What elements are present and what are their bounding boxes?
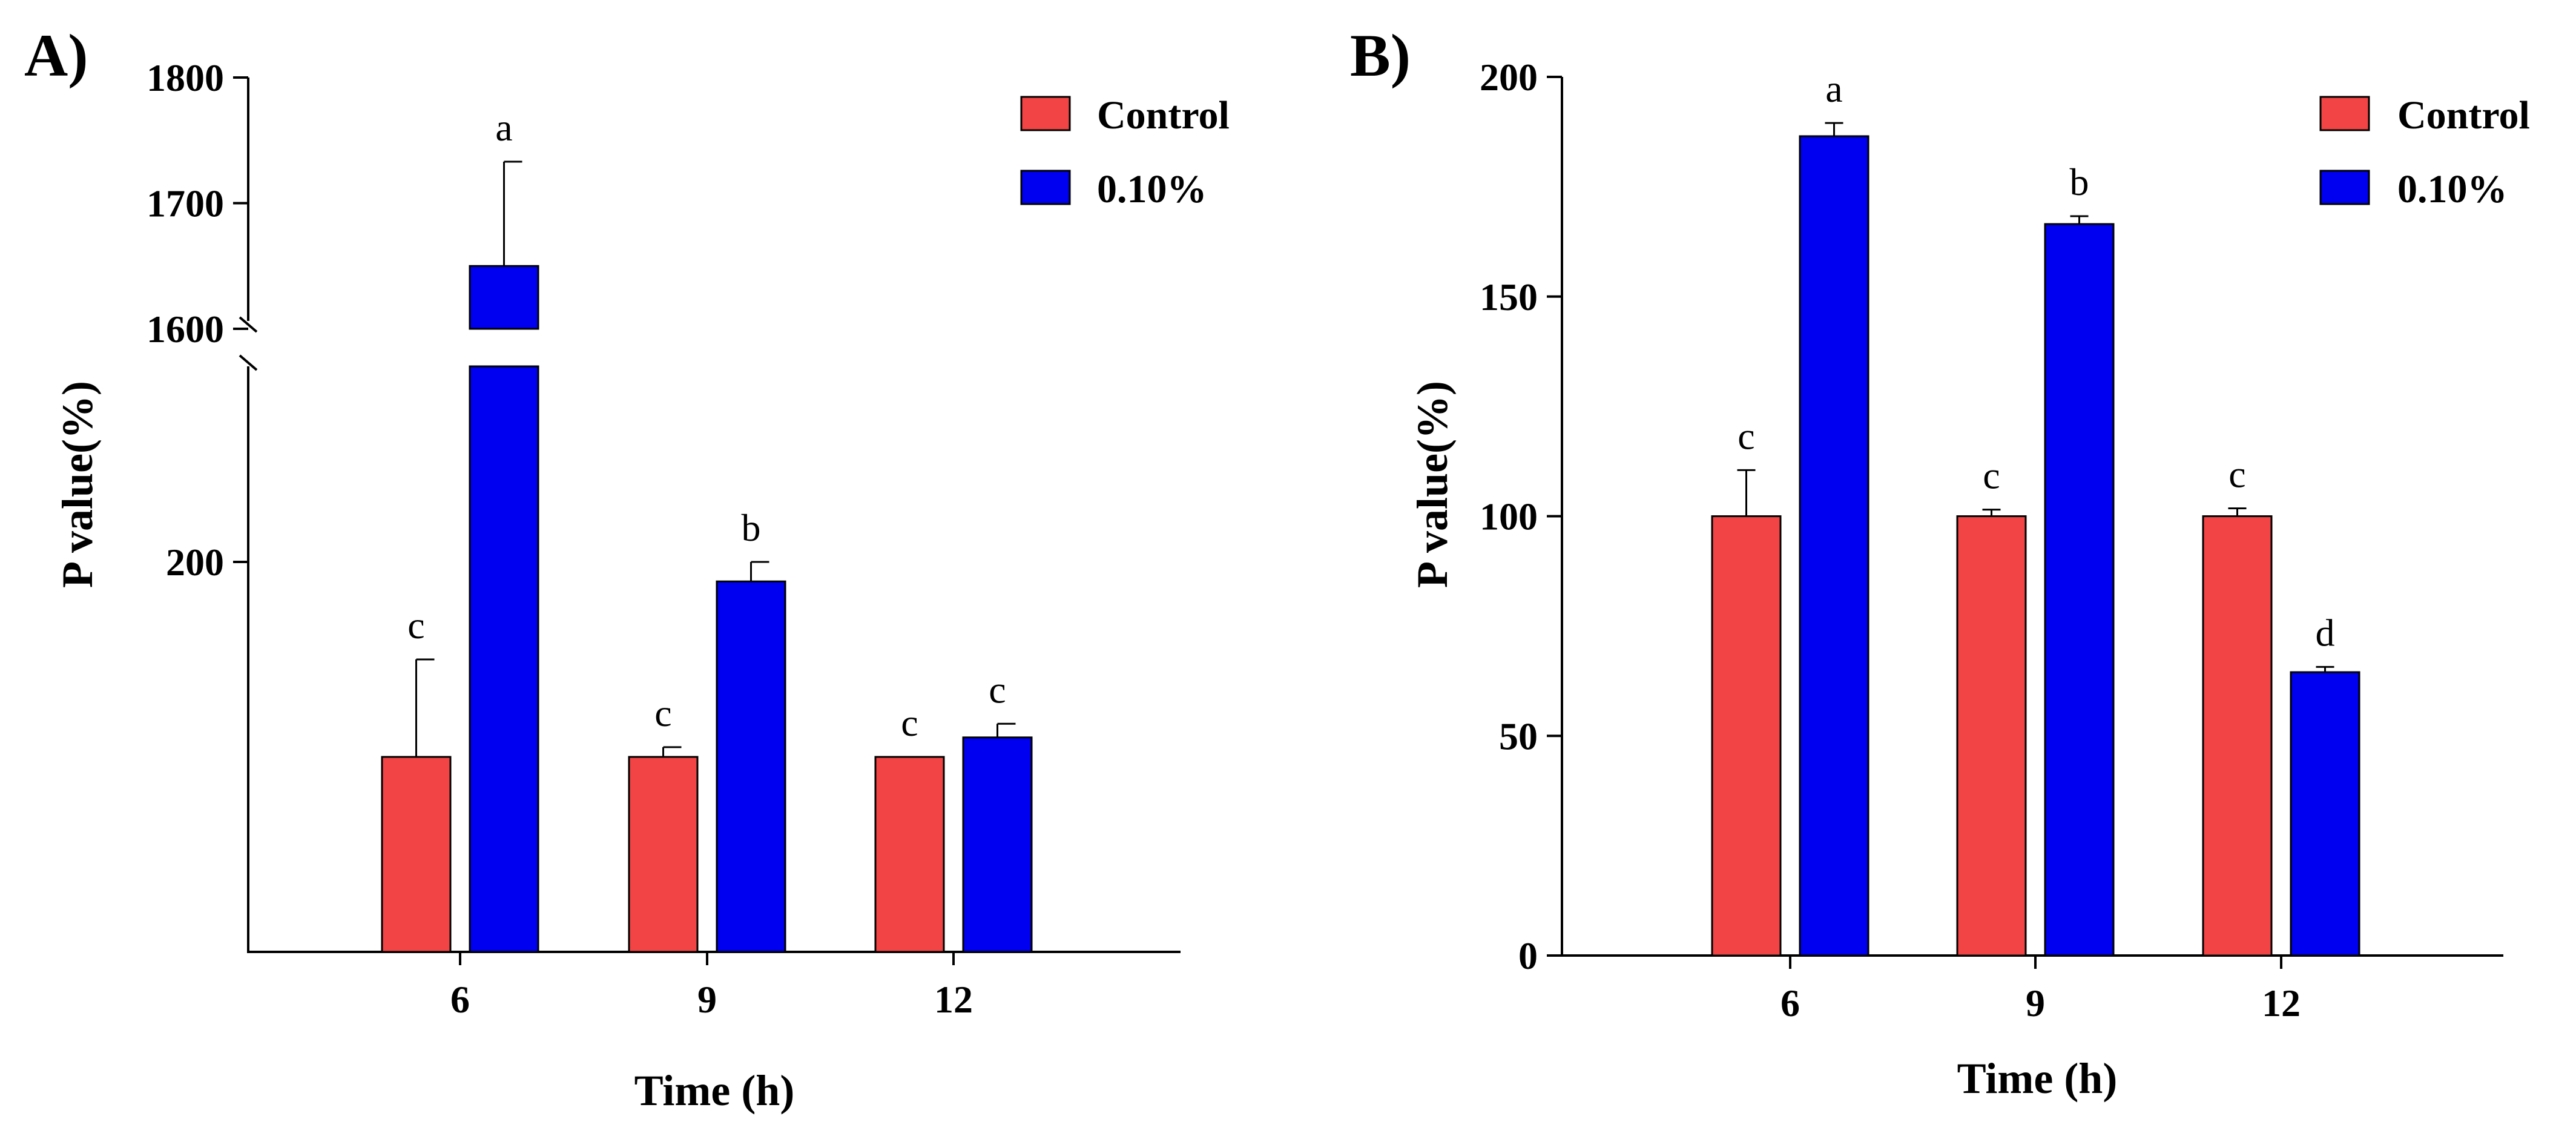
bar-control-9 [1956,515,2027,957]
x-tick-label: 9 [697,978,717,1021]
legend-swatch-treatment [1020,170,1071,205]
bar-control-6 [1711,515,1782,957]
x-tick-label: 12 [2262,982,2301,1025]
panel-a-label: A) [24,22,88,89]
panel-b-label: B) [1350,22,1411,89]
panel-a-bars: c c c a b c [381,106,1033,953]
bar-treatment-6-lower [469,365,539,953]
bar-control-6 [381,756,452,953]
significance-letter: b [742,506,761,549]
x-tick-label: 9 [2026,982,2045,1025]
bar-control-12 [2202,515,2273,957]
y-tick-label: 0 [1518,934,1538,977]
significance-letter: c [1738,414,1754,457]
panel-b-x-axis-label: Time (h) [1957,1054,2118,1103]
panel-b-y-axis-label: P value(%) [1408,381,1457,588]
y-tick-label: 150 [1480,276,1538,319]
y-tick-label: 100 [1480,495,1538,538]
legend-swatch-control [1020,96,1071,131]
y-tick-label: 1600 [147,308,224,351]
significance-letter: c [1983,454,2000,497]
x-tick-label: 12 [934,978,973,1021]
x-tick-label: 6 [450,978,470,1021]
significance-letter: a [1825,67,1842,110]
significance-letter: a [495,106,512,149]
legend-label-control: Control [1097,93,1230,137]
significance-letter: c [407,604,424,647]
significance-letter: c [2228,452,2245,495]
bar-treatment-12 [2290,671,2360,957]
legend-label-control: Control [2397,93,2530,137]
bar-treatment-6 [1799,135,1869,957]
legend-swatch-treatment [2319,170,2370,205]
panel-a-y-axis-label: P value(%) [53,381,102,588]
legend-swatch-control [2319,96,2370,131]
panel-a-legend: Control 0.10% [1020,93,1230,211]
y-tick-label: 1800 [147,56,224,99]
bar-treatment-6-upper [469,265,539,330]
panel-b-bars: c c c a b d [1711,67,2360,957]
legend-label-treatment: 0.10% [2397,167,2508,211]
significance-letter: c [654,692,671,735]
panel-b-legend: Control 0.10% [2319,93,2530,211]
bar-treatment-12 [962,736,1033,953]
bar-control-12 [874,756,945,953]
significance-letter: b [2070,160,2089,203]
bar-treatment-9 [2044,223,2115,957]
bar-treatment-9 [716,580,786,953]
axis-break-mark [239,354,258,371]
x-tick-label: 6 [1780,982,1800,1025]
y-tick-label: 1700 [147,182,224,225]
significance-letter: d [2316,611,2335,654]
y-tick-label: 50 [1499,715,1538,758]
panel-a: A) P value(%) Time (h) 1600 1700 1800 200 6 9… [24,22,1230,1115]
legend-label-treatment: 0.10% [1097,167,1207,211]
y-tick-label: 200 [166,541,224,584]
bar-control-9 [628,756,699,953]
axis-break-mark [239,316,258,333]
significance-letter: c [901,701,918,744]
significance-letter: c [989,668,1006,711]
y-tick-label: 200 [1480,56,1538,99]
panel-a-x-axis-label: Time (h) [634,1066,795,1115]
